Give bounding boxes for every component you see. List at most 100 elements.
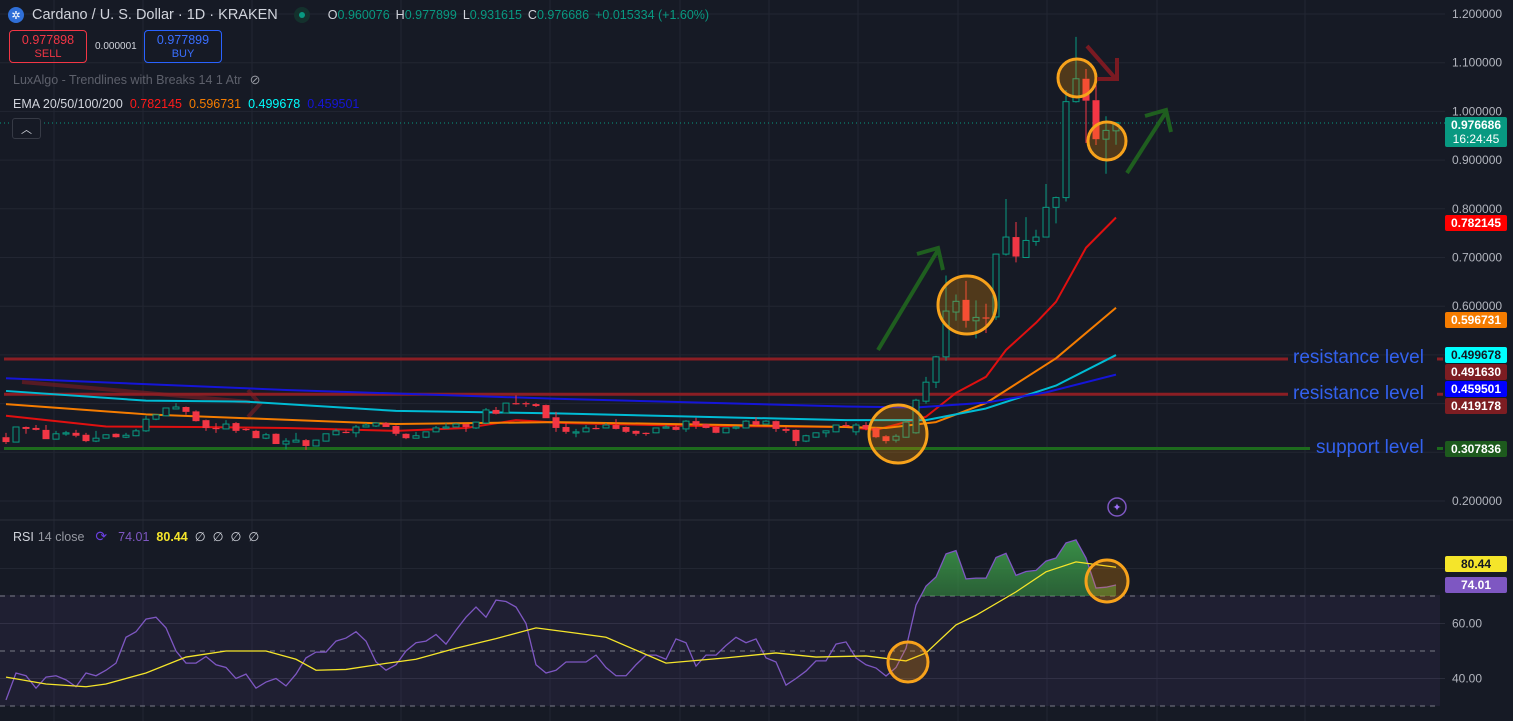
candle-bullish	[1032, 229, 1040, 246]
candle-body	[852, 424, 860, 433]
candle-body	[1082, 78, 1090, 101]
candle-bearish	[42, 425, 50, 440]
candle-bullish	[992, 253, 1000, 320]
candle-body	[632, 430, 640, 434]
candle-body	[372, 422, 380, 427]
candle-bullish	[602, 423, 610, 429]
candle-bearish	[542, 404, 550, 419]
candle-bearish	[82, 432, 90, 443]
countdown: 16:24:45	[1452, 132, 1500, 146]
candle-body	[782, 428, 790, 431]
candle-body	[982, 317, 990, 319]
candle-body	[602, 424, 610, 429]
candle-body	[92, 437, 100, 442]
candle-bearish	[532, 403, 540, 408]
candle-bullish	[352, 425, 360, 438]
ema100-price-tag: 0.499678	[1445, 347, 1507, 363]
price-tick-label: 0.700000	[1452, 251, 1502, 265]
support-price-tag: 0.307836	[1445, 441, 1507, 457]
candle-body	[772, 421, 780, 429]
candle-body	[752, 421, 760, 426]
refresh-icon[interactable]: ⟳	[95, 528, 108, 544]
up-arrow-annotation	[1125, 107, 1173, 175]
candle-bullish	[412, 431, 420, 439]
candle-body	[732, 426, 740, 429]
candle-bearish	[562, 423, 570, 434]
candle-bearish	[642, 432, 650, 436]
highlight-circle	[867, 403, 929, 465]
candle-bullish	[912, 398, 920, 434]
price-axis[interactable]: 1.200000 1.100000 1.000000 0.900000 0.800000…	[1452, 7, 1502, 686]
candle-body	[842, 425, 850, 427]
sparkle-button[interactable]: ✦	[1107, 497, 1127, 517]
candle-bearish	[492, 407, 500, 415]
candle-bullish	[732, 426, 740, 430]
level-lines	[4, 357, 1443, 450]
candle-body	[892, 435, 900, 441]
candle-bullish	[282, 438, 290, 450]
candle-bullish	[502, 402, 510, 414]
candle-bullish	[312, 439, 320, 447]
candle-body	[202, 420, 210, 428]
candle-bullish	[332, 428, 340, 436]
eye-hidden-icon[interactable]: ⊘	[249, 72, 261, 87]
resistance-price-tag: 0.491630	[1445, 364, 1507, 380]
highlight-circle	[886, 640, 930, 684]
candle-body	[252, 430, 260, 439]
chevron-up-icon: ︿	[21, 123, 32, 136]
candle-body	[932, 356, 940, 383]
candle-body	[802, 435, 810, 442]
candle-body	[832, 424, 840, 433]
candle-body	[822, 430, 830, 434]
candle-bearish	[242, 427, 250, 431]
sell-button[interactable]: 0.977898 SELL	[9, 30, 87, 63]
rsi-ma-value: 80.44	[156, 529, 188, 544]
resistance-level-label: resistance level	[1293, 383, 1424, 404]
candle-bearish	[1012, 221, 1020, 263]
candle-bullish	[62, 430, 70, 436]
rsi-tag: 74.01	[1445, 577, 1507, 593]
rsi-legend[interactable]: RSI 14 close ⟳ 74.01 80.44 ∅ ∅ ∅ ∅	[13, 528, 259, 545]
candle-bearish	[632, 430, 640, 436]
candle-bullish	[472, 421, 480, 429]
candle-bearish	[462, 423, 470, 432]
candle-body	[712, 426, 720, 433]
rsi-value: 74.01	[118, 529, 150, 544]
rsi-label: RSI	[13, 529, 34, 544]
indicator-luxalgo[interactable]: LuxAlgo - Trendlines with Breaks 14 1 At…	[13, 72, 261, 88]
candle-bearish	[382, 422, 390, 427]
candle-bullish	[742, 420, 750, 429]
candle-bearish	[862, 422, 870, 431]
ema50-price-tag: 0.596731	[1445, 312, 1507, 328]
candle-bullish	[132, 428, 140, 437]
market-status-icon[interactable]	[293, 7, 310, 23]
candle-bullish	[722, 427, 730, 434]
collapse-legend-button[interactable]: ︿	[12, 118, 41, 139]
candle-bullish	[942, 275, 950, 361]
sell-label: SELL	[34, 47, 62, 60]
symbol-title[interactable]: Cardano / U. S. Dollar · 1D · KRAKEN	[32, 7, 278, 23]
candle-body	[262, 434, 270, 439]
candle-body	[302, 440, 310, 446]
indicator-ema[interactable]: EMA 20/50/100/200 0.782145 0.596731 0.49…	[13, 97, 359, 111]
candle-bearish	[512, 395, 520, 405]
candle-body	[512, 403, 520, 405]
candle-bearish	[872, 426, 880, 439]
annotations	[867, 57, 1130, 684]
candle-body	[12, 426, 20, 443]
candle-bearish	[112, 433, 120, 438]
trendline-arrow	[21, 380, 263, 419]
candle-body	[682, 420, 690, 430]
candle-body	[482, 409, 490, 424]
candle-bullish	[122, 432, 130, 439]
candle-body	[442, 426, 450, 429]
candle-body	[952, 300, 960, 313]
buy-button[interactable]: 0.977899 BUY	[144, 30, 222, 63]
candle-bullish	[812, 432, 820, 438]
candle-body	[102, 434, 110, 439]
ema100-value: 0.499678	[248, 97, 301, 111]
candle-body	[382, 423, 390, 427]
empty-value: ∅	[212, 530, 224, 544]
candle-bearish	[962, 280, 970, 328]
